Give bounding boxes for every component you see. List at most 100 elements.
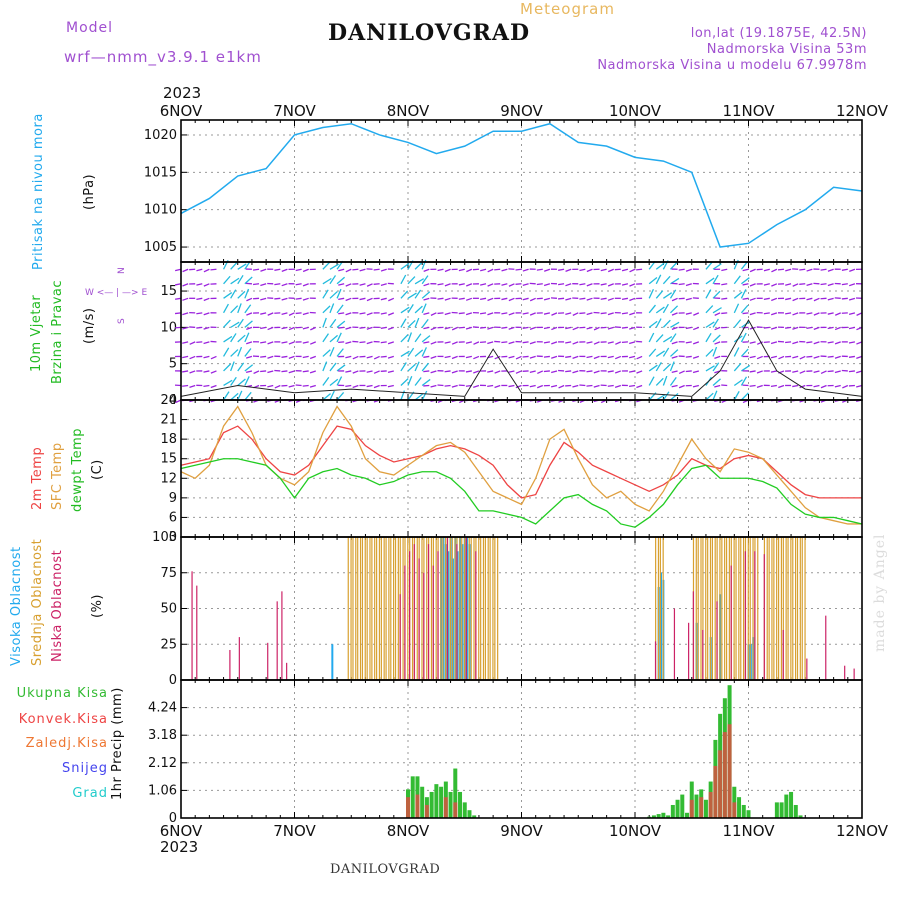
wind-barb <box>309 370 316 374</box>
x-tick-bottom: 7NOV <box>273 822 316 840</box>
wind-barb <box>827 312 834 315</box>
wind-barb <box>451 355 458 360</box>
wind-barb <box>508 283 515 287</box>
wind-barb <box>529 297 536 302</box>
temperature-ytick-label: 21 <box>160 413 177 428</box>
wind-barb <box>267 355 274 359</box>
wind-barb <box>336 320 346 328</box>
wind-barb <box>210 355 217 360</box>
wind-barb <box>565 268 572 272</box>
wind-barb <box>579 297 586 300</box>
wind-barb <box>295 312 302 315</box>
wind-barb <box>586 384 593 387</box>
wind-barb <box>813 370 820 374</box>
wind-barb <box>669 361 675 372</box>
precip-total-bar <box>462 802 467 818</box>
wind-barb <box>338 326 345 329</box>
wind-barb <box>302 355 309 359</box>
wind-barb <box>465 312 473 316</box>
wind-barb <box>705 332 712 343</box>
wind-barb <box>685 341 692 344</box>
wind-barb <box>244 376 250 386</box>
wind-barb <box>302 326 309 330</box>
wind-barb <box>714 384 721 388</box>
wind-barb <box>359 312 366 315</box>
wind-barb <box>733 390 740 401</box>
wind-barb <box>359 297 366 301</box>
precip-conv-bar <box>424 804 429 818</box>
wind-barb <box>733 319 742 328</box>
wind-barb <box>628 370 636 373</box>
temp-sfc-line <box>180 405 862 525</box>
wind-barb <box>203 312 210 316</box>
pressure-ytick-label: 1005 <box>144 240 177 255</box>
wind-barb <box>260 341 267 344</box>
wind-barb <box>310 326 317 331</box>
wind-barb <box>671 370 678 374</box>
wind-barb <box>407 304 414 314</box>
x-tick-top: 9NOV <box>500 102 543 120</box>
wind-barb <box>522 283 529 287</box>
wind-barb <box>487 297 494 302</box>
wind-barb <box>237 334 246 343</box>
wind-barb <box>444 326 451 330</box>
temp-dewpt-line <box>180 458 863 528</box>
wind-barb <box>480 283 487 286</box>
wind-barb <box>508 341 515 345</box>
wind-barb <box>400 378 409 386</box>
wind-barb <box>423 341 430 344</box>
wind-barb <box>662 319 671 328</box>
wind-barb <box>444 312 451 316</box>
wind-barb <box>712 346 718 357</box>
precip-total-bar <box>453 768 458 818</box>
precip-conv-bar <box>689 799 694 818</box>
wind-barb <box>593 384 600 388</box>
wind-barb <box>671 384 678 388</box>
wind-barb <box>288 370 295 374</box>
wind-barb <box>792 341 799 345</box>
temperature-ytick-label: 12 <box>160 471 177 486</box>
wind-barb <box>322 377 330 386</box>
precip-ytick-label: 1.06 <box>148 783 177 798</box>
wind-barb <box>655 262 665 270</box>
wind-barb <box>210 384 217 389</box>
wind-barb <box>423 297 430 301</box>
wind-barb <box>246 312 253 316</box>
temperature-ytick-label: 18 <box>160 432 177 447</box>
wind-barb <box>663 336 673 343</box>
wind-barb <box>572 370 579 374</box>
wind-barb <box>792 370 799 373</box>
wind-barb <box>400 334 409 343</box>
wind-barb <box>345 312 352 316</box>
wind-barb <box>655 334 664 343</box>
wind-barb <box>244 288 250 299</box>
wind-barb <box>565 326 572 330</box>
wind-barb <box>388 312 395 316</box>
wind-barb <box>451 370 458 374</box>
wind-barb <box>295 297 302 300</box>
wind-ytick-label: 5 <box>169 357 177 372</box>
wind-barb <box>515 355 522 360</box>
precip-total-bar <box>661 812 666 818</box>
wind-barb <box>203 283 210 287</box>
wind-barb <box>714 341 721 345</box>
wind-barb <box>288 326 295 331</box>
wind-barb <box>749 297 756 301</box>
wind-barb <box>302 341 309 344</box>
wind-barb <box>655 306 665 314</box>
wind-barb <box>586 283 593 287</box>
wind-barb <box>345 283 352 287</box>
wind-barb <box>407 332 413 343</box>
wind-barb <box>189 370 196 374</box>
wind-barb <box>806 283 813 287</box>
wind-barb <box>670 305 679 314</box>
wind-barb <box>685 326 692 330</box>
wind-barb <box>196 326 203 329</box>
wind-barb <box>281 312 288 315</box>
wind-barb <box>607 341 614 344</box>
wind-barb <box>407 292 417 299</box>
wind-barb <box>740 332 747 343</box>
wind-barb <box>260 355 267 358</box>
wind-barb <box>329 318 337 328</box>
wind-barb <box>458 326 465 329</box>
